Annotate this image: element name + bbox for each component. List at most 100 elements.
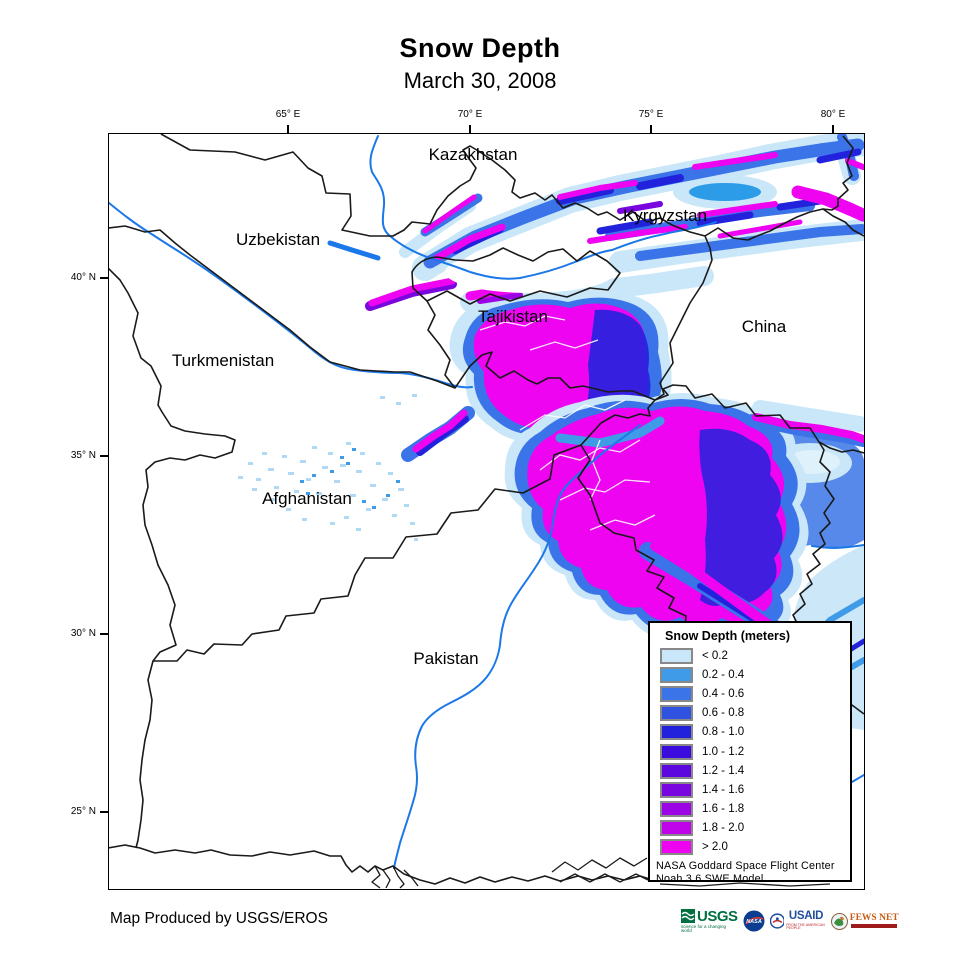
page-subtitle: March 30, 2008 [403,68,557,93]
legend-swatch [660,781,693,798]
lon-tick [832,125,834,133]
fewsnet-logo: FEWS NET [830,912,899,930]
legend-item-label: > 2.0 [702,841,728,854]
river-tibet [811,544,864,549]
lat-label-25n: 25° N [70,806,96,817]
lon-tick [469,125,471,133]
border-tajikistan-west [426,300,456,389]
legend-item-label: < 0.2 [702,649,728,662]
legend-swatch [660,666,693,683]
legend-item-label: 1.0 - 1.2 [702,745,745,758]
legend-item: < 0.2 [650,646,850,665]
border-fergana-ring [411,247,621,305]
usaid-label: USAID [788,910,824,923]
legend-credit: NASA Goddard Space Flight Center Noah 3.… [656,860,850,886]
indus-delta [371,865,419,889]
lon-label-65e: 65° E [275,109,301,120]
fewsnet-bar [851,924,898,929]
legend-swatch [660,801,693,818]
lat-tick [100,277,108,279]
nasa-meatball-icon: NASA [743,910,765,932]
country-label-pakistan: Pakistan [413,649,479,668]
usaid-emblem-icon [769,913,785,929]
legend-item: 1.6 - 1.8 [650,800,850,819]
usgs-tagline: science for a changing world [681,923,727,933]
lon-label-80e: 80° E [820,109,846,120]
fewsnet-label: FEWS NET [849,912,899,923]
snow-speckles-afghanistan [238,394,418,541]
rann-marsh [551,857,831,887]
legend-item-label: 0.8 - 1.0 [702,726,745,739]
legend-credit-line2: Noah 3.6 SWE Model. [656,873,767,886]
legend: Snow Depth (meters) < 0.2 0.2 - 0.4 0.4 … [648,621,852,885]
legend-swatch [660,839,693,856]
country-label-tajikistan: Tajikistan [478,307,548,326]
legend-item-label: 1.2 - 1.4 [702,764,745,777]
country-label-kazakhstan: Kazakhstan [428,145,518,164]
usaid-logo: USAID FROM THE AMERICAN PEOPLE [769,910,826,931]
map-attribution: Map Produced by USGS/EROS [110,910,328,927]
valley-lines [479,315,656,531]
legend-item: 0.6 - 0.8 [650,704,850,723]
country-label-afghanistan: Afghanistan [262,489,352,508]
legend-item: 0.4 - 0.6 [650,684,850,703]
legend-item: 1.8 - 2.0 [650,819,850,838]
legend-item: > 2.0 [650,838,850,857]
border-uzbek-turkmen-afghan [109,225,656,401]
border-turkmen-iran [109,267,236,849]
lat-label-35n: 35° N [70,450,96,461]
border-kazakhstan-north-chain [160,134,864,241]
lon-label-75e: 75° E [638,109,664,120]
country-label-kyrgyzstan: Kyrgyzstan [622,206,708,225]
lon-label-70e: 70° E [457,109,483,120]
country-borders [109,134,864,889]
legend-item: 1.0 - 1.2 [650,742,850,761]
lat-label-40n: 40° N [70,272,96,283]
lat-label-30n: 30° N [70,628,96,639]
page-title: Snow Depth [399,33,561,63]
legend-item-label: 1.4 - 1.6 [702,783,745,796]
legend-credit-line1: NASA Goddard Space Flight Center [656,860,835,873]
legend-swatch [660,705,693,722]
reservoir-chardara [327,240,381,261]
country-label-turkmenistan: Turkmenistan [171,351,275,370]
border-kazakhstan-china [822,135,854,211]
usaid-tagline: FROM THE AMERICAN PEOPLE [786,922,825,931]
lat-tick [100,811,108,813]
legend-swatch [660,724,693,741]
legend-item: 1.2 - 1.4 [650,761,850,780]
lat-tick [100,455,108,457]
river-naryn [611,221,717,251]
lat-tick [100,633,108,635]
country-label-uzbekistan: Uzbekistan [235,230,321,249]
logo-strip: USGS science for a changing world NASA U… [681,905,899,937]
river-indus [393,424,641,869]
lake-issyk-kul [689,183,761,201]
legend-swatch [660,647,693,664]
border-china-india-east [818,441,864,454]
legend-item-label: 0.6 - 0.8 [702,707,745,720]
usgs-label: USGS [697,907,738,925]
nasa-logo: NASA [743,910,765,932]
snow-speckles-afghanistan-mid [300,448,400,509]
country-label-china: China [741,317,787,336]
nasa-label: NASA [746,919,762,925]
border-kyrgyz-tajik-china [654,235,713,401]
legend-swatch [660,762,693,779]
coastline [109,844,657,885]
legend-item: 1.4 - 1.6 [650,780,850,799]
legend-item-label: 1.6 - 1.8 [702,803,745,816]
legend-item-label: 0.2 - 0.4 [702,668,745,681]
lon-tick [287,125,289,133]
usgs-wave-icon [681,909,695,923]
river-edge-dash [851,774,864,783]
fewsnet-globe-icon [830,912,848,930]
legend-title: Snow Depth (meters) [665,629,791,643]
legend-item-label: 1.8 - 2.0 [702,822,745,835]
legend-item: 0.8 - 1.0 [650,723,850,742]
border-durand-line [153,399,656,662]
usgs-logo: USGS science for a changing world [681,909,738,934]
legend-swatch [660,820,693,837]
legend-swatch [660,685,693,702]
